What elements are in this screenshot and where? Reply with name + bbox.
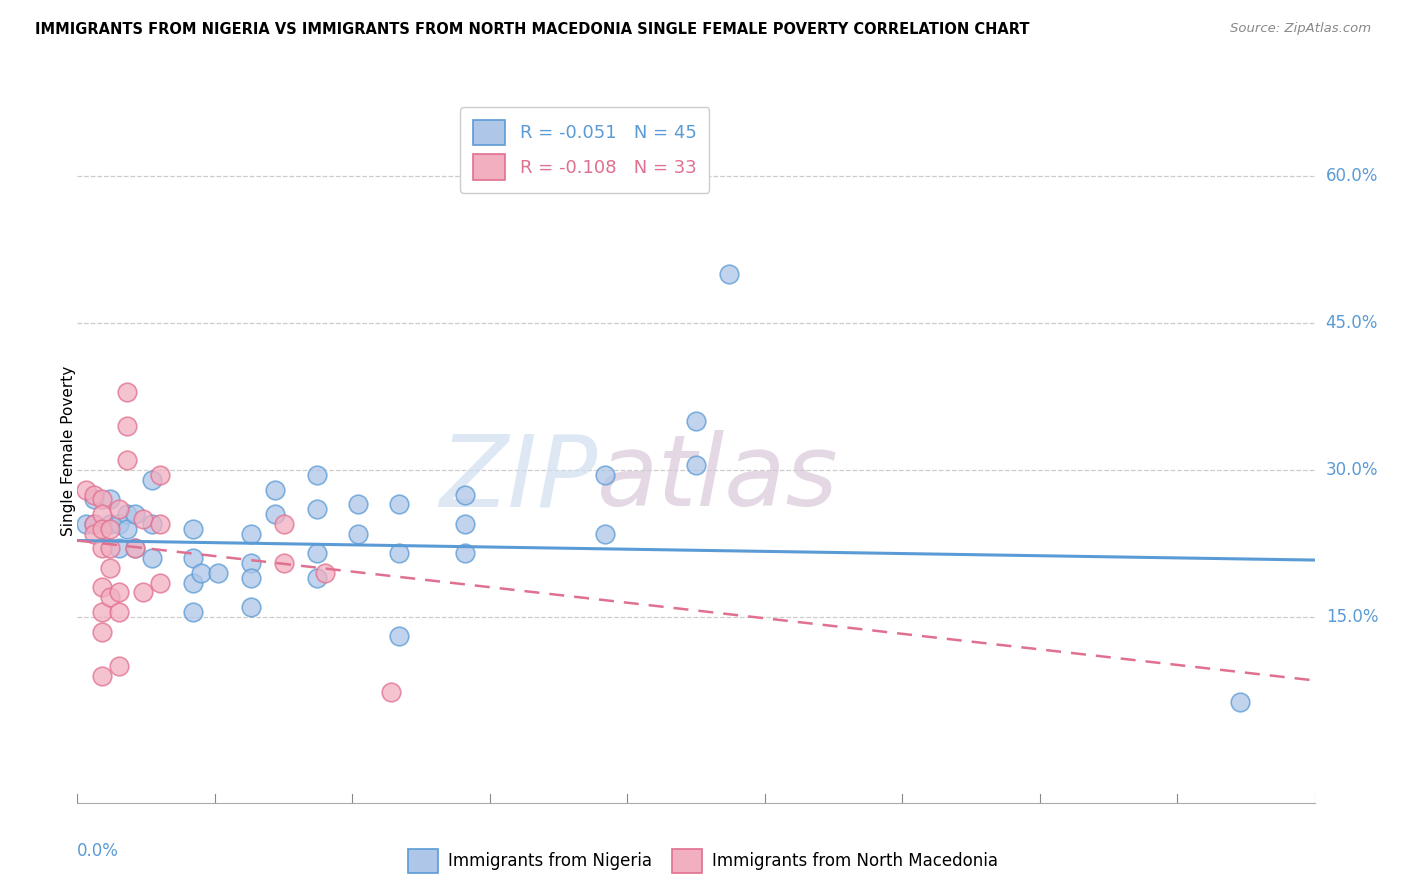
Point — [181, 522, 204, 536]
Text: Source: ZipAtlas.com: Source: ZipAtlas.com — [1230, 22, 1371, 36]
Point — [115, 419, 138, 434]
Point — [115, 453, 138, 467]
Point — [685, 414, 707, 428]
Point — [75, 483, 97, 497]
Point — [181, 605, 204, 619]
Point — [124, 541, 146, 556]
Point — [380, 685, 402, 699]
Point — [98, 591, 121, 605]
Point — [149, 575, 172, 590]
Point — [1229, 695, 1251, 709]
Point — [305, 502, 328, 516]
Point — [454, 487, 477, 501]
Point — [239, 571, 262, 585]
Legend: Immigrants from Nigeria, Immigrants from North Macedonia: Immigrants from Nigeria, Immigrants from… — [401, 842, 1005, 880]
Point — [107, 502, 129, 516]
Point — [107, 541, 129, 556]
Point — [83, 492, 105, 507]
Point — [91, 522, 114, 536]
Point — [141, 551, 163, 566]
Text: 45.0%: 45.0% — [1326, 314, 1378, 332]
Point — [593, 467, 616, 482]
Point — [346, 497, 368, 511]
Text: 15.0%: 15.0% — [1326, 607, 1378, 626]
Text: 30.0%: 30.0% — [1326, 461, 1378, 479]
Point — [98, 516, 121, 531]
Point — [273, 556, 295, 570]
Point — [107, 585, 129, 599]
Point — [685, 458, 707, 472]
Legend: R = -0.051   N = 45, R = -0.108   N = 33: R = -0.051 N = 45, R = -0.108 N = 33 — [460, 107, 709, 193]
Point — [388, 546, 411, 560]
Point — [124, 541, 146, 556]
Point — [98, 522, 121, 536]
Point — [149, 516, 172, 531]
Point — [91, 581, 114, 595]
Point — [115, 507, 138, 521]
Point — [454, 546, 477, 560]
Point — [124, 507, 146, 521]
Point — [388, 497, 411, 511]
Point — [239, 526, 262, 541]
Text: IMMIGRANTS FROM NIGERIA VS IMMIGRANTS FROM NORTH MACEDONIA SINGLE FEMALE POVERTY: IMMIGRANTS FROM NIGERIA VS IMMIGRANTS FR… — [35, 22, 1029, 37]
Point — [115, 384, 138, 399]
Point — [83, 487, 105, 501]
Point — [207, 566, 229, 580]
Point — [115, 522, 138, 536]
Point — [98, 541, 121, 556]
Text: 0.0%: 0.0% — [77, 841, 120, 860]
Point — [98, 561, 121, 575]
Point — [305, 571, 328, 585]
Text: ZIP: ZIP — [439, 430, 598, 527]
Point — [388, 629, 411, 643]
Point — [91, 668, 114, 682]
Point — [83, 516, 105, 531]
Point — [132, 585, 155, 599]
Point — [83, 516, 105, 531]
Point — [264, 483, 287, 497]
Text: 60.0%: 60.0% — [1326, 168, 1378, 186]
Point — [91, 605, 114, 619]
Point — [239, 600, 262, 615]
Point — [181, 551, 204, 566]
Point — [593, 526, 616, 541]
Point — [305, 467, 328, 482]
Point — [717, 268, 740, 282]
Point — [83, 526, 105, 541]
Point — [305, 546, 328, 560]
Point — [346, 526, 368, 541]
Point — [141, 473, 163, 487]
Text: atlas: atlas — [598, 430, 838, 527]
Point — [273, 516, 295, 531]
Point — [314, 566, 336, 580]
Point — [91, 492, 114, 507]
Point — [454, 516, 477, 531]
Y-axis label: Single Female Poverty: Single Female Poverty — [62, 366, 76, 535]
Point — [107, 516, 129, 531]
Point — [181, 575, 204, 590]
Point — [98, 492, 121, 507]
Point — [132, 512, 155, 526]
Point — [75, 516, 97, 531]
Point — [107, 605, 129, 619]
Point — [239, 556, 262, 570]
Point — [264, 507, 287, 521]
Point — [149, 467, 172, 482]
Point — [91, 624, 114, 639]
Point — [190, 566, 212, 580]
Point — [91, 541, 114, 556]
Point — [91, 507, 114, 521]
Point — [141, 516, 163, 531]
Point — [107, 658, 129, 673]
